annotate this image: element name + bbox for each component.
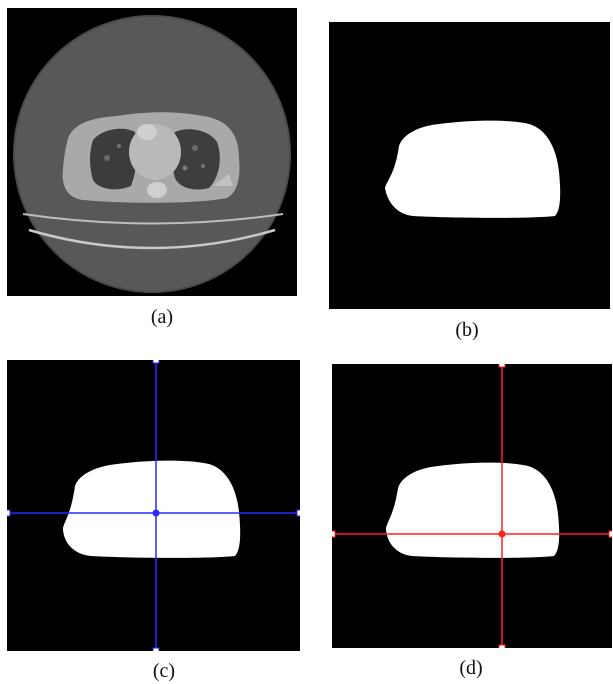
- ct-table-line: [22, 213, 284, 225]
- crosshair-handle: [608, 530, 612, 538]
- crosshair-handle: [332, 530, 336, 538]
- crosshair-handle: [152, 360, 160, 364]
- panel-b-caption: (b): [455, 319, 479, 341]
- crosshair-mask-image-blue: [7, 360, 300, 651]
- body-mask: [386, 462, 560, 558]
- panel-a-caption: (a): [150, 306, 174, 328]
- panel-d-caption: (d): [459, 657, 483, 679]
- crosshair-center: [498, 530, 506, 538]
- crosshair-handle: [498, 644, 506, 648]
- crosshair-center: [152, 509, 160, 517]
- ct-left-lung: [90, 128, 138, 190]
- crosshair-mask-image-red: [332, 364, 612, 648]
- crosshair-handle: [498, 364, 506, 368]
- ct-right-lung: [172, 129, 220, 190]
- body-mask: [63, 460, 241, 558]
- crosshair-handle: [152, 647, 160, 651]
- crosshair-handle: [296, 509, 300, 517]
- panel-c-caption: (c): [152, 660, 176, 682]
- crosshair-handle: [7, 509, 11, 517]
- ct-table-line: [28, 228, 276, 250]
- binary-mask-image: [329, 22, 610, 309]
- ct-slice-image: [7, 8, 297, 296]
- body-mask: [385, 120, 561, 218]
- ct-spine: [147, 182, 167, 198]
